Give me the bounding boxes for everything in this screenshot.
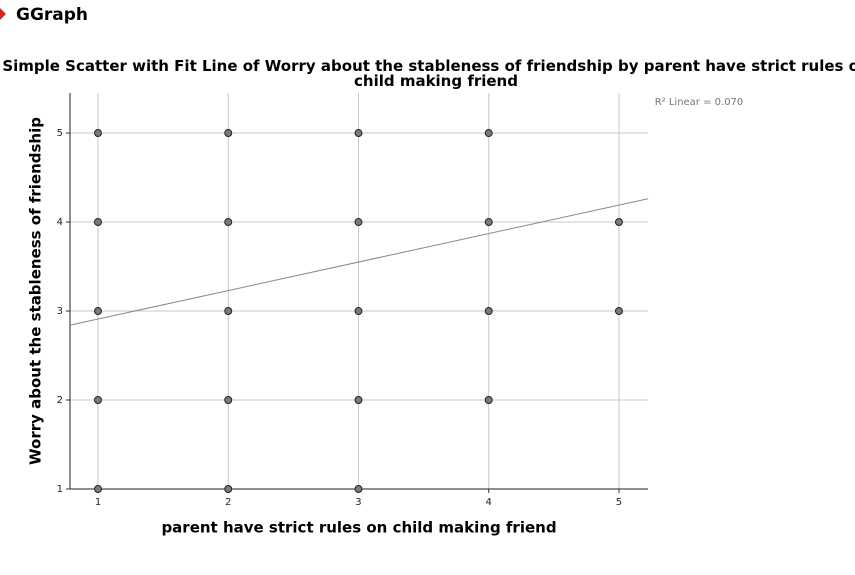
point [94,485,103,493]
point [484,307,493,316]
point [94,129,103,138]
y-tick-label: 5 [57,128,63,139]
header-icon [0,8,6,20]
annotation: R² Linear = 0.070 [655,97,744,108]
header-title: GGraph [16,5,88,25]
point [484,129,493,138]
point [354,307,363,316]
y-tick-label: 3 [57,306,63,317]
point [354,396,363,405]
point [484,218,493,227]
y-tick-label: 2 [57,395,63,406]
y-axis-label: Worry about the stableness of friendship [27,117,45,465]
fit-line [69,198,649,326]
point [94,307,103,316]
x-tick-label: 5 [616,497,622,508]
point [354,129,363,138]
x-tick-label: 2 [225,497,231,508]
point [354,485,363,493]
point [614,307,623,316]
point [224,218,233,227]
point [484,396,493,405]
point [224,396,233,405]
point [94,396,103,405]
point [94,218,103,227]
x-tick-label: 4 [486,497,492,508]
point [354,218,363,227]
x-axis-label: parent have strict rules on child making… [161,519,556,537]
y-tick-label: 1 [57,484,63,495]
point [224,485,233,493]
y-tick-label: 4 [57,217,63,228]
x-tick-label: 3 [355,497,361,508]
point [614,218,623,227]
point [224,129,233,138]
x-tick-label: 1 [95,497,101,508]
point [224,307,233,316]
chart-title: Simple Scatter with Fit Line of Worry ab… [2,57,855,90]
